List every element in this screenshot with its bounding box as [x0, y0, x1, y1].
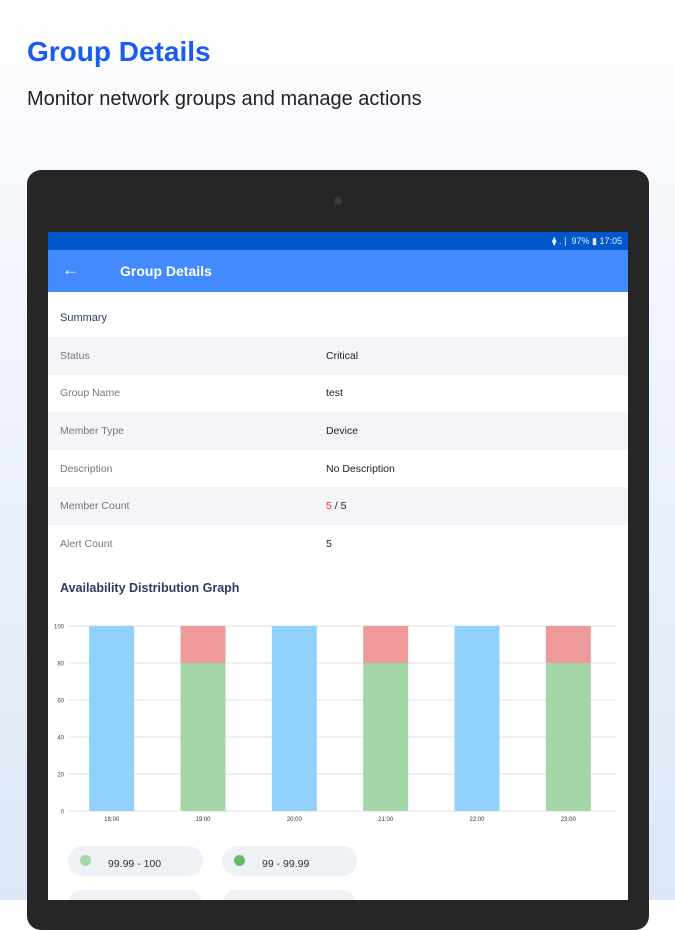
- row-label: Status: [60, 349, 90, 362]
- row-label: Alert Count: [60, 537, 113, 550]
- summary-table: Status Critical Group Name test Member Typ…: [48, 337, 628, 563]
- summary-row-group-name: Group Name test: [48, 375, 628, 413]
- row-label: Description: [60, 462, 113, 475]
- bar-segment: [454, 626, 500, 811]
- summary-row-alert-count: Alert Count 5: [48, 525, 628, 563]
- legend-dot-icon: [234, 855, 245, 866]
- y-tick-label: 0: [61, 810, 65, 816]
- legend-dot-icon: [80, 855, 91, 866]
- row-label: Group Name: [60, 387, 121, 400]
- summary-heading: Summary: [60, 312, 108, 324]
- row-value: No Description: [326, 462, 395, 475]
- row-value: Critical: [326, 349, 359, 362]
- bar-segment: [180, 626, 226, 663]
- x-tick-label: 23:00: [561, 817, 577, 823]
- legend-item-partial[interactable]: [68, 890, 203, 900]
- bar-segment: [363, 626, 409, 663]
- app-bar-title: Group Details: [120, 263, 212, 279]
- x-tick-label: 18:00: [104, 817, 120, 823]
- hero-subtitle: Monitor network groups and manage action…: [27, 88, 422, 110]
- bar-segment: [363, 663, 409, 811]
- availability-chart: 0 20 40 60 80 100 18:00 19:00 20:00 21:00 22:00 23:…: [54, 625, 616, 823]
- bar-segment: [545, 626, 591, 663]
- legend-item-partial[interactable]: [222, 890, 357, 900]
- y-tick-label: 60: [57, 699, 64, 705]
- camera-icon: [334, 197, 342, 205]
- x-tick-label: 21:00: [378, 817, 394, 823]
- bar-segment: [180, 663, 226, 811]
- row-value: 5 / 5: [326, 500, 346, 512]
- app-bar: ← Group Details: [48, 250, 628, 292]
- bar-segment: [89, 626, 135, 811]
- summary-row-member-count: Member Count 5 / 5: [48, 487, 628, 525]
- legend-item[interactable]: 99.99 - 100: [68, 846, 203, 876]
- row-label: Member Type: [60, 424, 124, 437]
- y-tick-label: 20: [57, 773, 64, 779]
- summary-row-description: Description No Description: [48, 450, 628, 488]
- legend-label: 99 - 99.99: [262, 858, 310, 870]
- status-bar: ⧫ .❘ 97% ▮ 17:05: [48, 232, 628, 250]
- hero-title: Group Details: [27, 36, 211, 67]
- summary-row-member-type: Member Type Device: [48, 412, 628, 450]
- y-tick-label: 80: [57, 662, 64, 668]
- x-tick-label: 20:00: [287, 817, 303, 823]
- bar-segment: [271, 626, 317, 811]
- legend-item[interactable]: 99 - 99.99: [222, 846, 357, 876]
- row-value: test: [326, 387, 343, 400]
- row-value: Device: [326, 424, 359, 437]
- graph-title: Availability Distribution Graph: [60, 581, 240, 595]
- summary-row-status: Status Critical: [48, 337, 628, 375]
- legend-label: 99.99 - 100: [108, 858, 162, 870]
- app-screen: ⧫ .❘ 97% ▮ 17:05 ← Group Details Summary…: [48, 232, 628, 900]
- member-count-total: / 5: [331, 500, 347, 513]
- y-tick-label: 40: [57, 736, 64, 742]
- y-tick-label: 100: [54, 625, 65, 631]
- member-count-active: 5: [326, 500, 332, 513]
- x-tick-label: 22:00: [469, 817, 485, 823]
- row-label: Member Count: [60, 500, 130, 513]
- row-value[interactable]: 5: [326, 537, 332, 550]
- bar-segment: [545, 663, 591, 811]
- x-tick-label: 19:00: [195, 817, 211, 823]
- arrow-left-icon[interactable]: ←: [62, 260, 79, 279]
